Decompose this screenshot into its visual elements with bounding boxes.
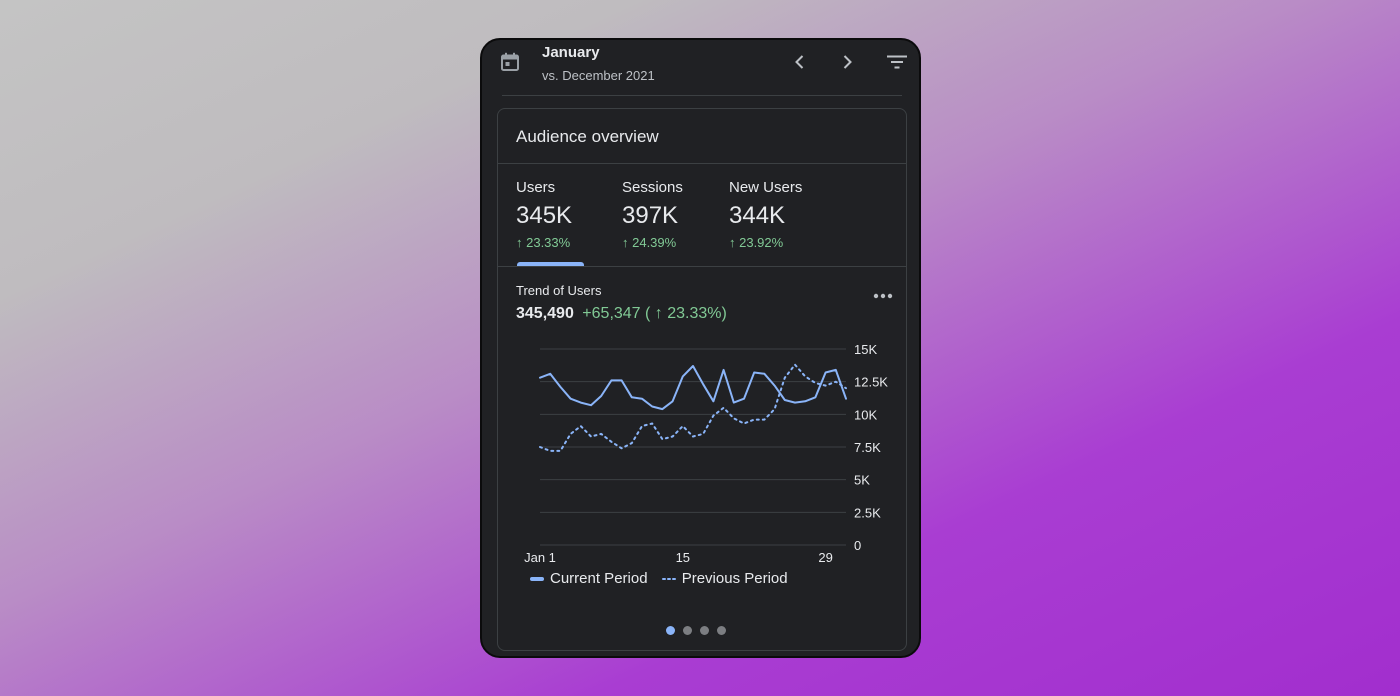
metric-value: 344K xyxy=(729,202,786,229)
y-tick-label: 5K xyxy=(854,473,870,488)
current-period-line xyxy=(539,365,847,411)
app-window: January vs. December 2021 Audience overv… xyxy=(480,38,921,658)
trend-summary: 345,490 +65,347 ( ↑ 23.33%) xyxy=(516,305,727,323)
metric-change: ↑ 24.39% xyxy=(622,235,677,250)
metric-tab-sessions[interactable]: Sessions 397K ↑ 24.39% xyxy=(622,179,722,250)
y-tick-label: 15K xyxy=(854,342,877,357)
previous-period-line xyxy=(539,363,847,452)
y-tick-label: 7.5K xyxy=(854,440,881,455)
legend-previous-period[interactable]: Previous Period xyxy=(661,570,788,587)
metric-tab-users[interactable]: Users 345K ↑ 23.33% xyxy=(516,179,616,250)
selected-tab-indicator xyxy=(517,262,584,266)
metrics-divider xyxy=(498,266,906,267)
chart-legend: Current Period Previous Period xyxy=(530,570,798,587)
metric-change: ↑ 23.33% xyxy=(516,235,571,250)
trend-label: Trend of Users xyxy=(516,283,602,298)
chevron-left-icon[interactable] xyxy=(790,52,810,72)
header-bar: January vs. December 2021 xyxy=(482,40,919,96)
calendar-icon[interactable] xyxy=(500,52,520,72)
y-tick-label: 10K xyxy=(854,407,877,422)
trend-delta: +65,347 ( ↑ 23.33%) xyxy=(582,305,727,322)
trend-value: 345,490 xyxy=(516,305,574,322)
page-dot[interactable] xyxy=(700,626,709,635)
y-tick-label: 12.5K xyxy=(854,375,888,390)
x-tick-label: 15 xyxy=(676,550,690,565)
legend-swatch-solid xyxy=(530,577,544,582)
legend-swatch-dotted xyxy=(661,578,676,581)
legend-label: Current Period xyxy=(550,570,648,587)
x-tick-label: Jan 1 xyxy=(524,550,556,565)
metric-label: New Users xyxy=(729,179,803,196)
legend-label: Previous Period xyxy=(681,570,788,587)
more-options-icon[interactable] xyxy=(872,289,894,303)
audience-overview-card: Audience overview Users 345K ↑ 23.33% Se… xyxy=(497,108,907,651)
metric-value: 345K xyxy=(516,202,573,229)
header-divider xyxy=(502,95,902,96)
page-dot[interactable] xyxy=(683,626,692,635)
metric-change: ↑ 23.92% xyxy=(729,235,784,250)
pagination-dots xyxy=(666,622,734,635)
x-tick-label: 29 xyxy=(818,550,832,565)
legend-current-period[interactable]: Current Period xyxy=(530,570,648,587)
page-dot[interactable] xyxy=(666,626,675,635)
date-range-title[interactable]: January xyxy=(542,44,600,61)
metric-value: 397K xyxy=(622,202,679,229)
chevron-right-icon[interactable] xyxy=(837,52,857,72)
metric-label: Users xyxy=(516,179,556,196)
trend-line-chart: 15K 12.5K 10K 7.5K 5K 2.5K 0 Jan 1 15 29 xyxy=(524,342,888,565)
card-title: Audience overview xyxy=(516,127,659,146)
filter-icon[interactable] xyxy=(886,52,908,72)
y-tick-label: 2.5K xyxy=(854,505,881,520)
metric-tab-new-users[interactable]: New Users 344K ↑ 23.92% xyxy=(729,179,829,250)
y-tick-label: 0 xyxy=(854,538,861,553)
card-divider xyxy=(498,163,906,164)
metric-label: Sessions xyxy=(622,179,683,196)
comparison-subtitle: vs. December 2021 xyxy=(542,68,655,83)
page-dot[interactable] xyxy=(717,626,726,635)
